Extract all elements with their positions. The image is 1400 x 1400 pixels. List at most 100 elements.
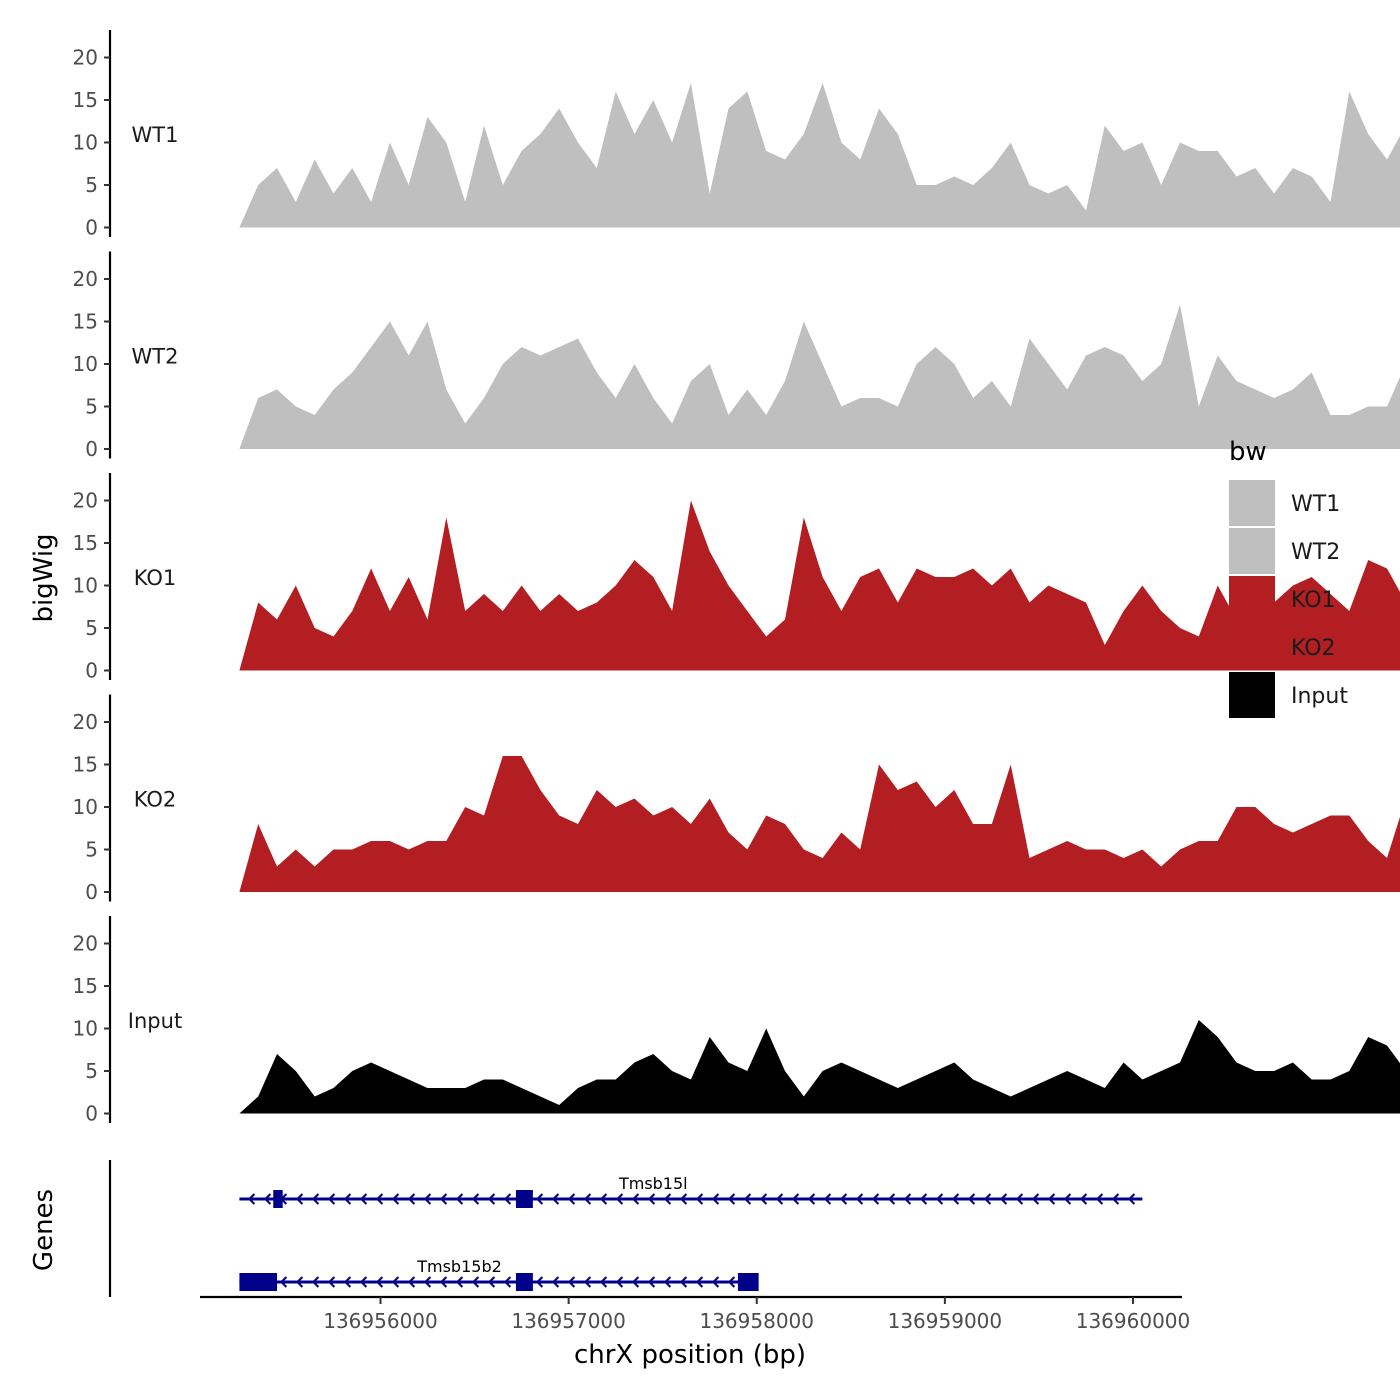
- strand-arrow: [631, 1276, 640, 1288]
- strand-arrow: [599, 1276, 608, 1288]
- track-label: WT1: [132, 123, 179, 147]
- legend-entry-input: Input: [1229, 672, 1348, 718]
- y-tick-label: 20: [73, 932, 98, 956]
- y-tick-label: 5: [85, 616, 98, 640]
- strand-arrow: [647, 1193, 656, 1205]
- strand-arrow: [375, 1276, 384, 1288]
- legend-swatch: [1229, 672, 1275, 718]
- strand-arrow: [935, 1193, 944, 1205]
- strand-arrow: [327, 1193, 336, 1205]
- strand-arrow: [711, 1276, 720, 1288]
- strand-arrow: [567, 1193, 576, 1205]
- x-tick-label: 136958000: [699, 1309, 814, 1333]
- strand-arrow: [343, 1193, 352, 1205]
- strand-arrow: [327, 1276, 336, 1288]
- track-ko1: 0 5 10 15 20 KO1: [73, 473, 1400, 683]
- area-wt1: [239, 83, 1400, 228]
- y-tick-label: 0: [85, 216, 98, 240]
- strand-arrow: [775, 1193, 784, 1205]
- area-ko1: [239, 500, 1400, 671]
- strand-arrow: [455, 1193, 464, 1205]
- gene-label: Tmsb15l: [618, 1174, 688, 1193]
- y-tick-label: 10: [73, 352, 98, 376]
- legend-swatch: [1229, 576, 1275, 622]
- y-tick-label: 20: [73, 46, 98, 70]
- gene-tmsb15l: Tmsb15l: [239, 1174, 1143, 1208]
- strand-arrow: [471, 1193, 480, 1205]
- legend-label: WT1: [1291, 492, 1340, 517]
- strand-arrow: [919, 1193, 928, 1205]
- exon: [515, 1190, 533, 1208]
- strand-arrow: [439, 1193, 448, 1205]
- strand-arrow: [1047, 1193, 1056, 1205]
- track-label: Input: [128, 1009, 182, 1033]
- exon: [239, 1273, 278, 1291]
- area-input: [239, 1020, 1400, 1114]
- track-ko2: 0 5 10 15 20 KO2: [73, 694, 1400, 904]
- strand-arrow: [535, 1193, 544, 1205]
- strand-arrow: [727, 1276, 736, 1288]
- area-ko2: [239, 756, 1400, 892]
- legend-entry-ko2: KO2: [1229, 624, 1336, 670]
- strand-arrow: [487, 1193, 496, 1205]
- strand-arrow: [839, 1193, 848, 1205]
- strand-arrow: [695, 1193, 704, 1205]
- strand-arrow: [759, 1193, 768, 1205]
- legend-entry-wt1: WT1: [1229, 480, 1340, 526]
- strand-arrow: [951, 1193, 960, 1205]
- genes-panel: Tmsb15l Tmsb15b2: [108, 1160, 1143, 1297]
- strand-arrow: [503, 1193, 512, 1205]
- legend-swatch: [1229, 528, 1275, 574]
- y-tick-label: 15: [73, 88, 98, 112]
- strand-arrow: [263, 1193, 272, 1205]
- strand-arrow: [1079, 1193, 1088, 1205]
- strand-arrow: [551, 1276, 560, 1288]
- x-tick-label: 136957000: [511, 1309, 626, 1333]
- strand-arrow: [999, 1193, 1008, 1205]
- strand-arrow: [599, 1193, 608, 1205]
- gene-tmsb15b2: Tmsb15b2: [239, 1257, 759, 1291]
- strand-arrow: [1095, 1193, 1104, 1205]
- strand-arrow: [295, 1193, 304, 1205]
- strand-arrow: [359, 1276, 368, 1288]
- strand-arrow: [583, 1193, 592, 1205]
- track-label: KO2: [134, 788, 177, 812]
- y-tick-label: 5: [85, 1059, 98, 1083]
- strand-arrow: [423, 1193, 432, 1205]
- y-axis-title: bigWig: [29, 533, 59, 622]
- strand-arrow: [679, 1193, 688, 1205]
- strand-arrow: [743, 1193, 752, 1205]
- strand-arrow: [375, 1193, 384, 1205]
- strand-arrow: [391, 1276, 400, 1288]
- strand-arrow: [711, 1193, 720, 1205]
- x-axis-title: chrX position (bp): [574, 1340, 806, 1370]
- track-label: WT2: [132, 345, 179, 369]
- exon: [515, 1273, 533, 1291]
- strand-arrow: [903, 1193, 912, 1205]
- y-tick-label: 0: [85, 1102, 98, 1126]
- strand-arrow: [967, 1193, 976, 1205]
- y-tick-label: 5: [85, 838, 98, 862]
- strand-arrow: [343, 1276, 352, 1288]
- strand-arrow: [407, 1193, 416, 1205]
- strand-arrow: [1015, 1193, 1024, 1205]
- strand-arrow: [823, 1193, 832, 1205]
- strand-arrow: [311, 1276, 320, 1288]
- strand-arrow: [247, 1193, 256, 1205]
- x-tick-label: 136960000: [1076, 1309, 1191, 1333]
- strand-arrow: [695, 1276, 704, 1288]
- strand-arrow: [1031, 1193, 1040, 1205]
- strand-arrow: [887, 1193, 896, 1205]
- strand-arrow: [487, 1276, 496, 1288]
- strand-arrow: [455, 1276, 464, 1288]
- strand-arrow: [279, 1276, 288, 1288]
- legend-label: WT2: [1291, 540, 1340, 565]
- y-tick-label: 5: [85, 173, 98, 197]
- legend-entry-wt2: WT2: [1229, 528, 1340, 574]
- strand-arrow: [311, 1193, 320, 1205]
- legend-swatch: [1229, 480, 1275, 526]
- strand-arrow: [855, 1193, 864, 1205]
- y-tick-label: 0: [85, 659, 98, 683]
- strand-arrow: [471, 1276, 480, 1288]
- y-tick-label: 10: [73, 795, 98, 819]
